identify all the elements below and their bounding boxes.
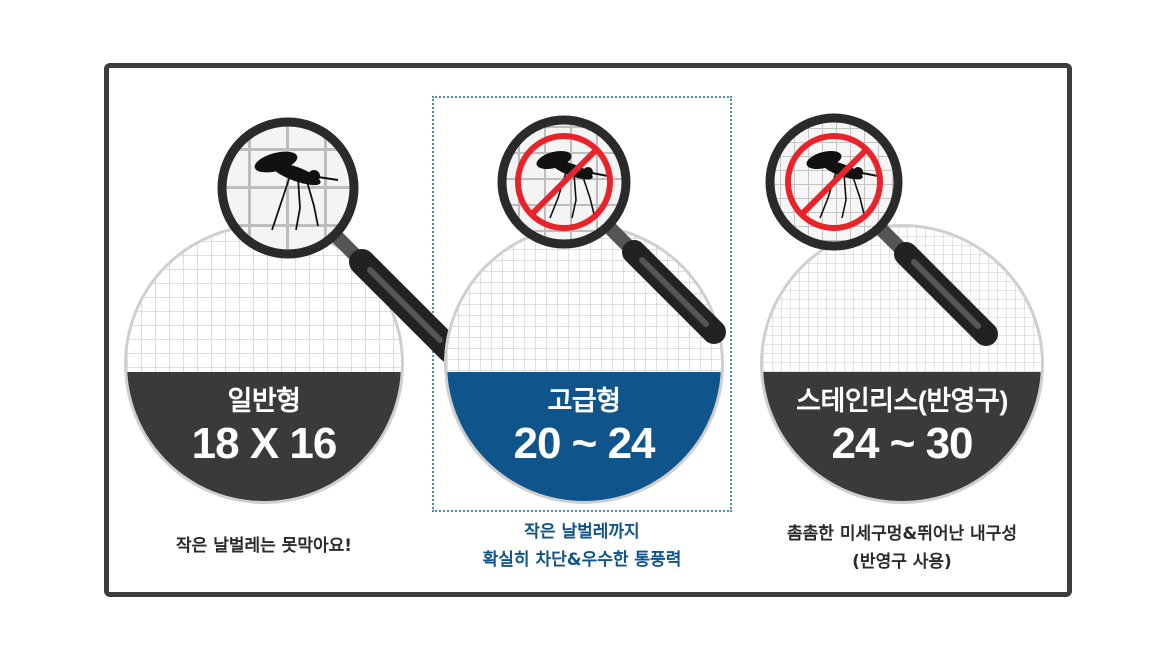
mesh-spec-label: 24 ~ 30 <box>831 419 973 468</box>
mesh-grid <box>763 227 1041 501</box>
caption-line: 확실히 차단&우수한 통풍력 <box>482 550 682 570</box>
grade-label: 일반형 <box>227 386 301 416</box>
magnifier-icon <box>217 117 463 363</box>
mesh-circle-stainless: 스테인리스(반영구) 24 ~ 30 <box>760 224 1044 504</box>
magnifier-icon <box>765 113 998 346</box>
magnifier-icon <box>497 115 726 344</box>
caption-line: 작은 날벌레까지 <box>524 522 640 542</box>
prohibition-icon <box>785 133 883 231</box>
caption-stainless: 촘촘한 미세구멍&뛰어난 내구성 (반영구 사용) <box>742 520 1062 576</box>
caption-line: (반영구 사용) <box>852 552 952 572</box>
mesh-spec-label: 20 ~ 24 <box>513 419 655 468</box>
prohibition-icon <box>515 133 613 231</box>
caption-line: 작은 날벌레는 못막아요! <box>176 536 352 556</box>
caption-premium: 작은 날벌레까지 확실히 차단&우수한 통풍력 <box>432 518 732 574</box>
mesh-spec-label: 18 X 16 <box>191 419 338 468</box>
grade-band <box>447 372 721 501</box>
mesh-circle-premium: 고급형 20 ~ 24 <box>444 224 724 504</box>
recommended-highlight-box <box>432 96 732 512</box>
grade-band <box>763 372 1041 501</box>
caption-standard: 작은 날벌레는 못막아요! <box>124 532 404 560</box>
grade-label: 스테인리스(반영구) <box>796 386 1008 416</box>
caption-line: 촘촘한 미세구멍&뛰어난 내구성 <box>787 524 1017 544</box>
mesh-grid <box>447 227 721 501</box>
grade-label: 고급형 <box>547 386 621 416</box>
mosquito-icon <box>254 151 339 231</box>
mesh-circle-standard: 일반형 18 X 16 <box>124 224 404 504</box>
grade-band <box>127 372 401 501</box>
